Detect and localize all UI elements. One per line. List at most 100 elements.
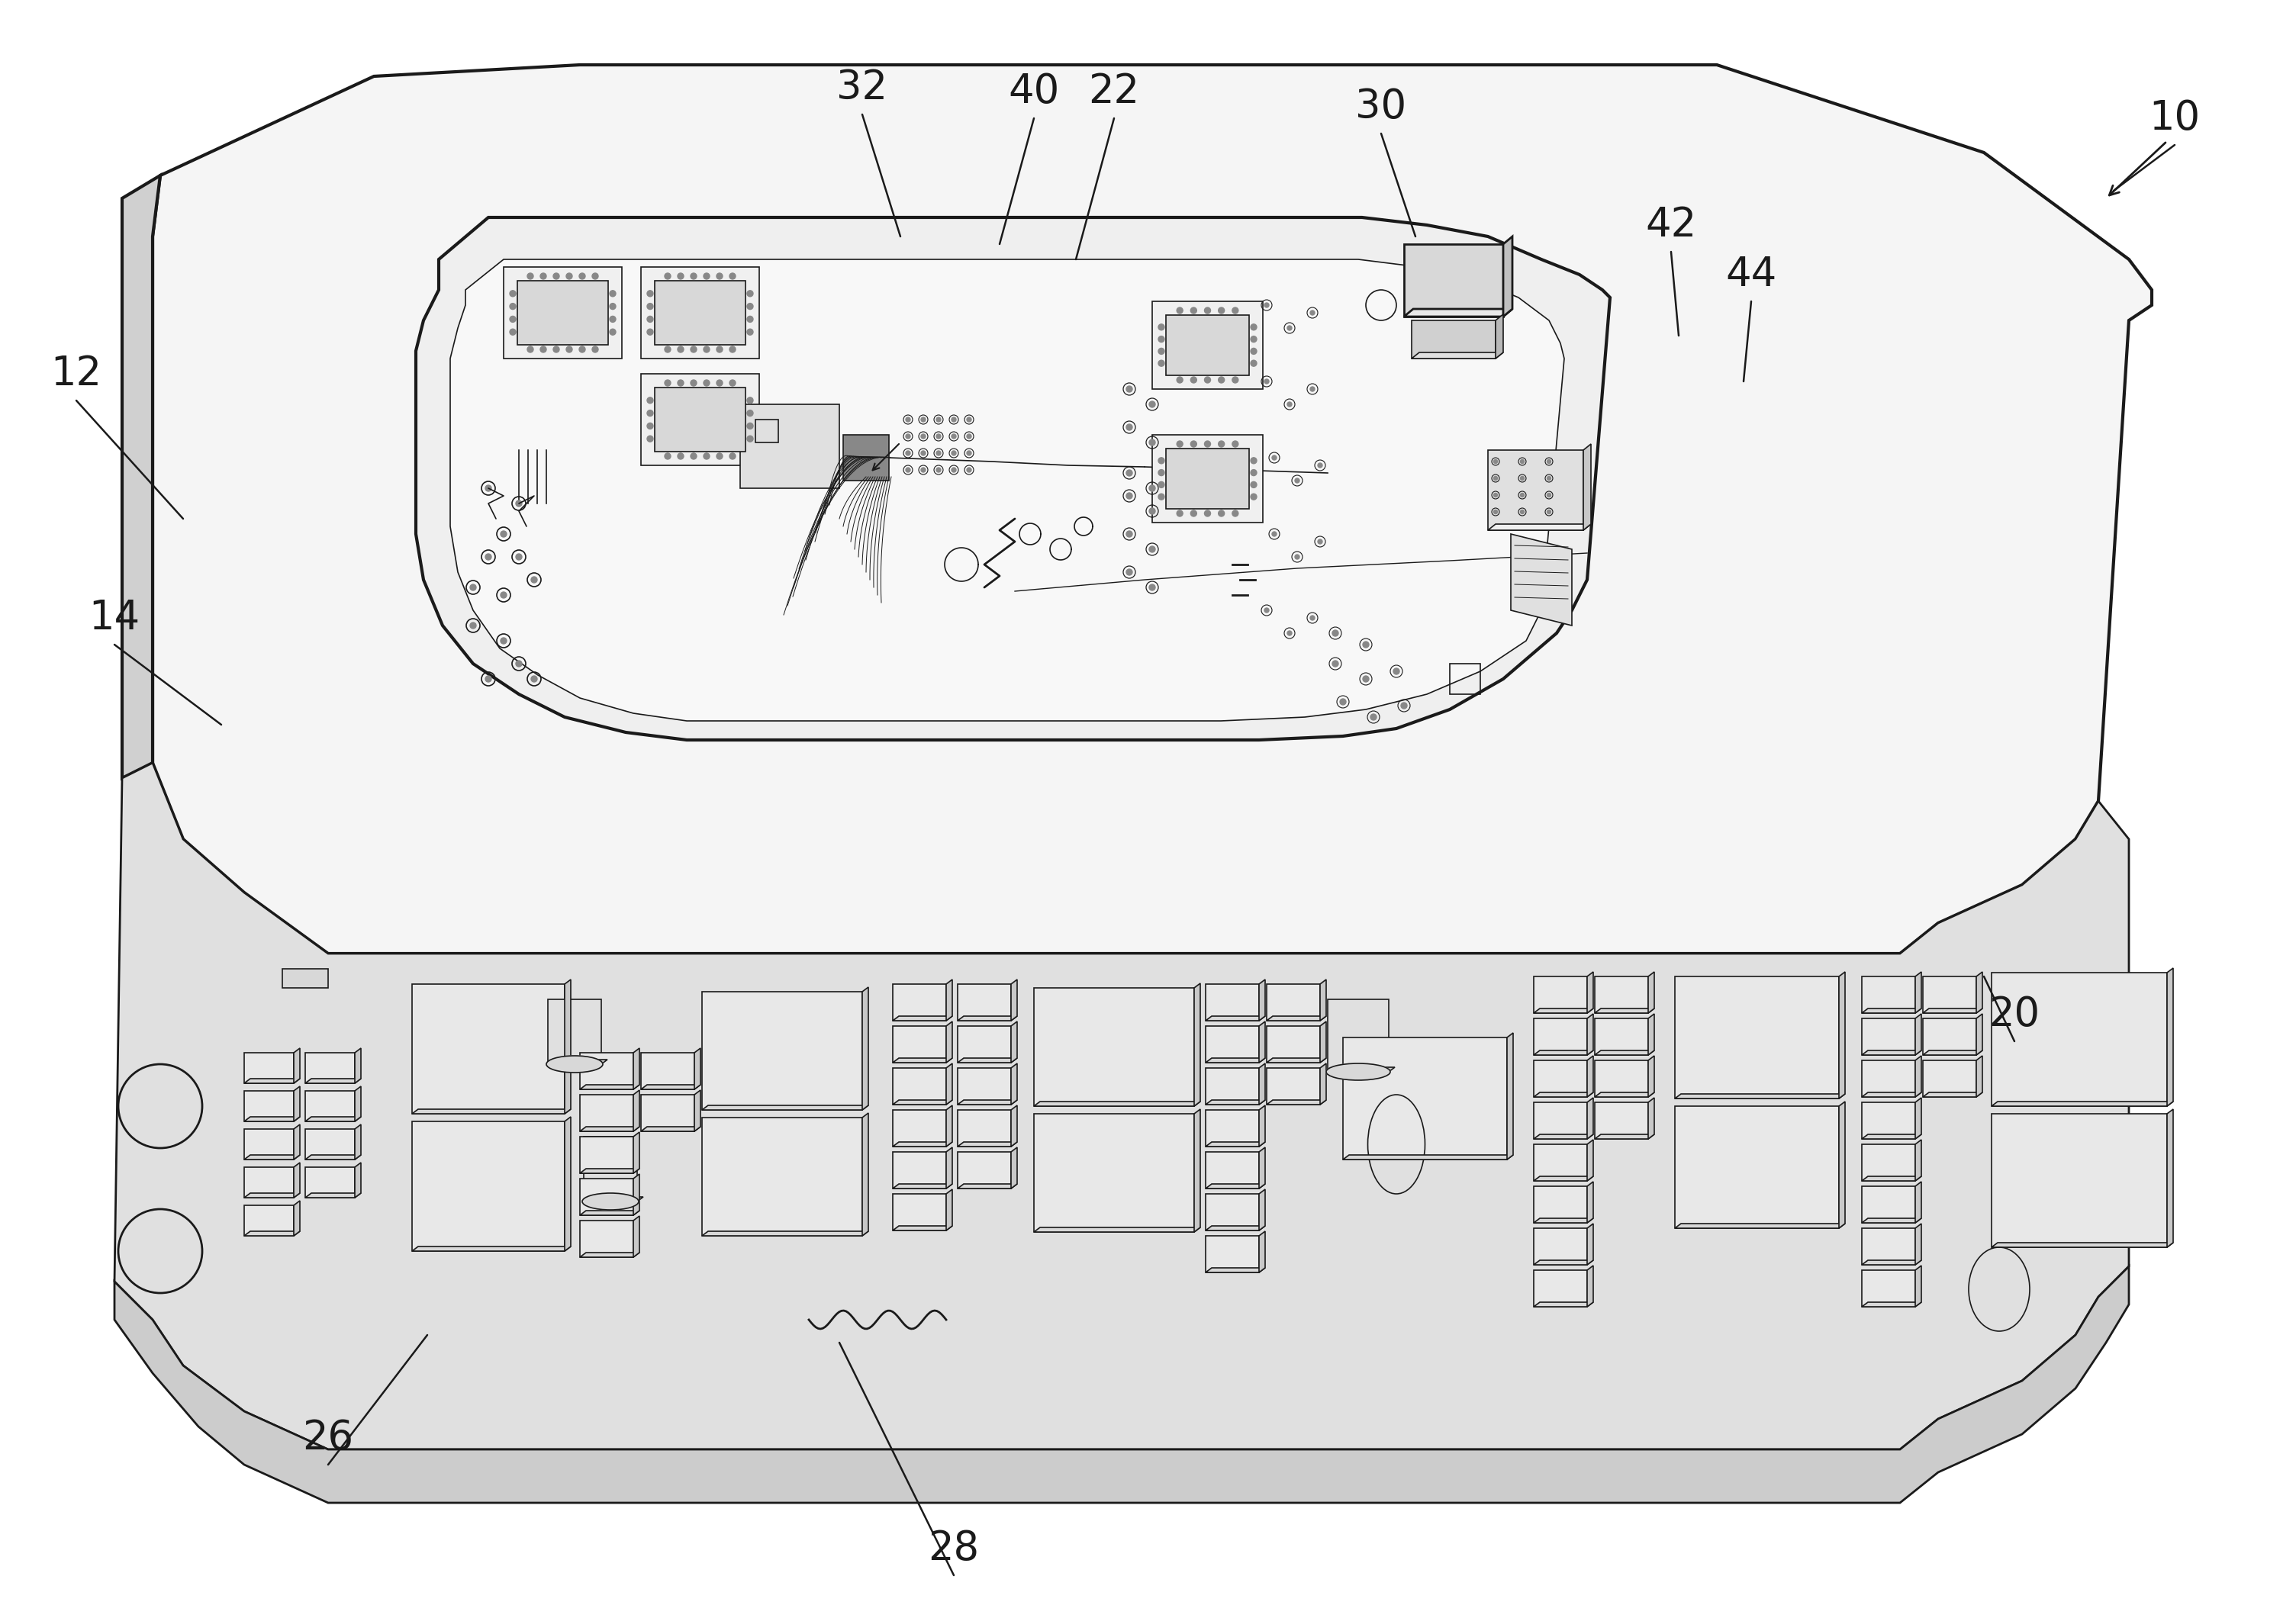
Polygon shape (1991, 1102, 2172, 1107)
Circle shape (1233, 510, 1238, 516)
Circle shape (677, 380, 684, 387)
Ellipse shape (1327, 1063, 1391, 1081)
Polygon shape (1922, 1018, 1977, 1055)
Polygon shape (1915, 1223, 1922, 1265)
Polygon shape (1343, 1155, 1513, 1160)
Circle shape (647, 435, 652, 442)
Text: 12: 12 (51, 354, 101, 393)
Polygon shape (946, 979, 953, 1021)
Circle shape (647, 422, 652, 429)
Circle shape (1495, 493, 1497, 497)
Polygon shape (1033, 1113, 1194, 1231)
Circle shape (1127, 387, 1132, 392)
Polygon shape (1977, 1014, 1981, 1055)
Circle shape (1251, 469, 1256, 476)
Circle shape (1288, 325, 1293, 330)
Circle shape (484, 485, 491, 492)
Polygon shape (1320, 1063, 1327, 1105)
Polygon shape (1205, 1269, 1265, 1272)
Circle shape (677, 273, 684, 280)
Polygon shape (411, 1110, 572, 1113)
Circle shape (1311, 311, 1316, 316)
Polygon shape (1649, 1097, 1655, 1139)
Polygon shape (1205, 1100, 1265, 1105)
Polygon shape (1587, 1097, 1593, 1139)
Polygon shape (893, 1100, 953, 1105)
Circle shape (647, 398, 652, 403)
Polygon shape (1596, 1102, 1649, 1139)
Polygon shape (356, 1048, 360, 1082)
Circle shape (501, 531, 507, 537)
Polygon shape (1010, 1063, 1017, 1105)
Circle shape (1495, 476, 1497, 481)
Circle shape (1332, 629, 1339, 636)
Polygon shape (1267, 1016, 1327, 1021)
Circle shape (647, 328, 652, 335)
Polygon shape (115, 1267, 2128, 1503)
Circle shape (611, 291, 615, 296)
Circle shape (1520, 510, 1525, 515)
Polygon shape (305, 1192, 360, 1197)
Polygon shape (1862, 1060, 1915, 1097)
Text: 22: 22 (1088, 71, 1139, 112)
Polygon shape (243, 1231, 301, 1236)
Circle shape (1157, 324, 1164, 330)
Circle shape (1364, 676, 1368, 681)
Circle shape (746, 291, 753, 296)
Circle shape (703, 453, 709, 460)
Circle shape (691, 273, 696, 280)
Circle shape (1157, 493, 1164, 500)
Polygon shape (243, 1192, 301, 1197)
Circle shape (1520, 460, 1525, 463)
Polygon shape (1258, 1231, 1265, 1272)
Polygon shape (703, 992, 863, 1110)
Circle shape (967, 434, 971, 438)
Polygon shape (893, 1058, 953, 1063)
Circle shape (951, 417, 955, 422)
Polygon shape (634, 1048, 638, 1089)
Circle shape (1148, 440, 1155, 445)
Circle shape (471, 623, 475, 628)
Text: 10: 10 (2149, 99, 2200, 138)
Circle shape (1272, 532, 1277, 536)
Polygon shape (1915, 1265, 1922, 1307)
Circle shape (1495, 510, 1497, 515)
Text: 20: 20 (1988, 995, 2041, 1034)
Polygon shape (946, 1105, 953, 1147)
Polygon shape (1534, 1008, 1593, 1013)
Polygon shape (641, 1084, 700, 1089)
Polygon shape (305, 1155, 360, 1160)
Polygon shape (1534, 1092, 1593, 1097)
Polygon shape (1922, 1008, 1981, 1013)
Circle shape (746, 435, 753, 442)
Polygon shape (1596, 1060, 1649, 1097)
Circle shape (528, 346, 533, 353)
Polygon shape (1587, 1014, 1593, 1055)
Polygon shape (946, 1147, 953, 1189)
Polygon shape (282, 969, 328, 989)
Circle shape (664, 273, 670, 280)
Polygon shape (294, 1201, 301, 1236)
Circle shape (1157, 469, 1164, 476)
Ellipse shape (546, 1057, 604, 1073)
Polygon shape (1977, 972, 1981, 1013)
Polygon shape (503, 267, 622, 359)
Circle shape (530, 676, 537, 681)
Polygon shape (739, 404, 840, 489)
Circle shape (1205, 442, 1210, 447)
Polygon shape (581, 1084, 638, 1089)
Polygon shape (583, 1136, 638, 1202)
Polygon shape (356, 1086, 360, 1121)
Circle shape (691, 346, 696, 353)
Circle shape (1311, 387, 1316, 392)
Polygon shape (2167, 1110, 2172, 1247)
Circle shape (1192, 510, 1196, 516)
Polygon shape (1862, 1302, 1922, 1307)
Circle shape (1127, 493, 1132, 498)
Polygon shape (1587, 1223, 1593, 1265)
Circle shape (611, 328, 615, 335)
Polygon shape (1674, 1107, 1839, 1228)
Circle shape (1148, 547, 1155, 552)
Circle shape (1265, 303, 1270, 307)
Circle shape (921, 451, 925, 455)
